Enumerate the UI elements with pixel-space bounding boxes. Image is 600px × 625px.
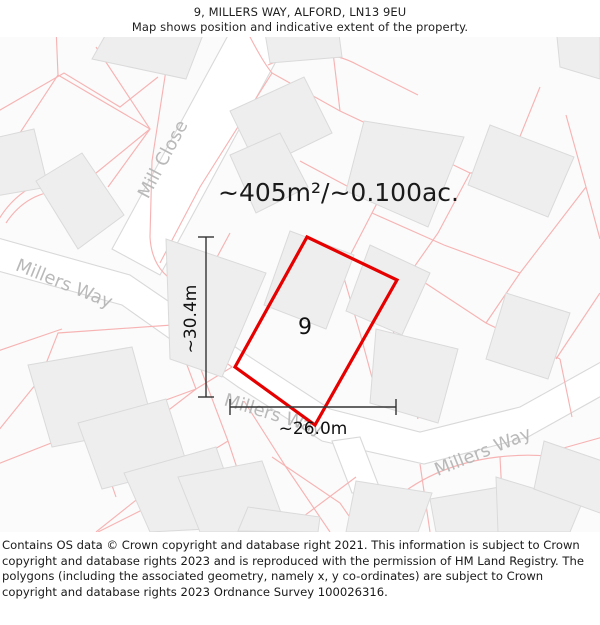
building xyxy=(429,486,513,532)
building xyxy=(237,506,321,532)
building-plot9 xyxy=(165,238,267,378)
building xyxy=(467,124,575,218)
building xyxy=(91,37,203,80)
building-plot9-annex xyxy=(263,230,355,330)
road-millers-way xyxy=(0,238,600,465)
building xyxy=(345,244,431,336)
page-title: 9, MILLERS WAY, ALFORD, LN13 9EU xyxy=(193,5,407,19)
page-subtitle: Map shows position and indicative extent… xyxy=(131,20,469,34)
building xyxy=(229,132,309,214)
horizontal-dimension-label: ~26.0m xyxy=(279,419,348,439)
copyright-text: Contains OS data © Crown copyright and d… xyxy=(2,538,584,599)
property-boundary-polygon[interactable] xyxy=(232,234,400,428)
building xyxy=(345,120,465,228)
road-mill-close xyxy=(111,37,287,276)
building xyxy=(345,480,433,532)
building xyxy=(265,37,343,64)
map-canvas[interactable]: Mill Close Millers Way Millers Way Mille… xyxy=(0,37,600,532)
map-footer: Contains OS data © Crown copyright and d… xyxy=(0,532,600,601)
building xyxy=(533,440,600,514)
building xyxy=(35,152,125,250)
plot-number-label: 9 xyxy=(298,315,312,340)
map-header: 9, MILLERS WAY, ALFORD, LN13 9EU Map sho… xyxy=(0,0,600,35)
building xyxy=(485,292,571,380)
building xyxy=(369,328,459,424)
buildings xyxy=(0,37,600,532)
road-network xyxy=(0,37,600,494)
vertical-dimension-label: ~30.4m xyxy=(181,285,201,354)
building xyxy=(556,37,600,80)
area-label: ~405m²/~0.100ac. xyxy=(218,178,459,207)
dimension-lines xyxy=(198,236,397,415)
